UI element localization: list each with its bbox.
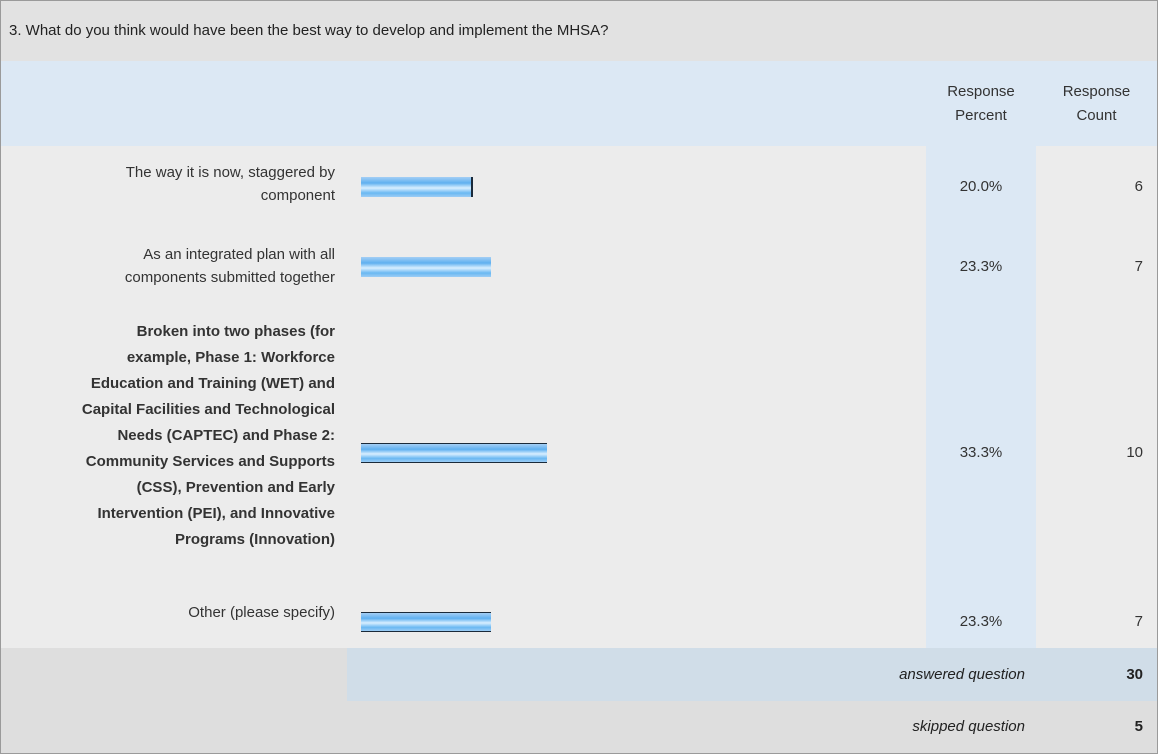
response-percent-value: 20.0% — [959, 178, 1003, 195]
response-percent-value: 33.3% — [959, 444, 1003, 461]
row-label-line: (CSS), Prevention and Early — [136, 479, 335, 496]
percent-column-band — [926, 146, 1036, 648]
row-label-line: Needs (CAPTEC) and Phase 2: — [117, 427, 335, 444]
answered-question-value: 30 — [1126, 666, 1143, 683]
response-percent-header-line2: Percent — [955, 106, 1007, 124]
answered-band — [347, 648, 1157, 701]
response-percent-header-line1: Response — [947, 82, 1015, 100]
response-bar — [361, 443, 548, 463]
row-label-line: component — [260, 187, 335, 204]
row-label-line: Programs (Innovation) — [174, 531, 335, 548]
row-label-line: Community Services and Supports — [85, 453, 335, 470]
response-percent-header: Response Percent — [926, 61, 1036, 146]
response-bar — [361, 257, 492, 277]
skipped-question-row: skipped question 5 — [1, 701, 1157, 753]
row-label-line: Intervention (PEI), and Innovative — [97, 505, 335, 522]
row-label-line: Broken into two phases (for — [136, 323, 335, 340]
response-count-value: 6 — [1134, 178, 1143, 195]
response-bar — [361, 177, 473, 197]
response-percent-value: 23.3% — [959, 613, 1003, 630]
row-label-line: example, Phase 1: Workforce — [126, 349, 335, 366]
response-bar — [361, 612, 492, 632]
row-label-line: Education and Training (WET) and — [90, 375, 335, 392]
row-label: Other (please specify) — [188, 601, 335, 624]
question-title: 3. What do you think would have been the… — [1, 1, 1157, 61]
skipped-question-value: 5 — [1134, 718, 1143, 735]
response-percent-value: 23.3% — [959, 258, 1003, 275]
row-label-line: Other (please specify) — [188, 604, 335, 621]
row-label-line: As an integrated plan with all — [143, 246, 335, 263]
response-count-value: 7 — [1134, 613, 1143, 630]
row-label: As an integrated plan with all components… — [125, 243, 335, 289]
skipped-question-label: skipped question — [912, 718, 1025, 735]
response-count-header: Response Count — [1036, 61, 1157, 146]
row-label-line: Capital Facilities and Technological — [81, 401, 335, 418]
table-header: Response Percent Response Count — [1, 61, 1157, 146]
answered-question-row: answered question 30 — [1, 648, 1157, 701]
row-label-line: components submitted together — [124, 269, 335, 286]
row-label: Broken into two phases (for example, Phas… — [82, 319, 335, 553]
answered-question-label: answered question — [899, 666, 1025, 683]
row-label-line: The way it is now, staggered by — [125, 164, 335, 181]
response-count-header-line1: Response — [1062, 82, 1131, 100]
response-count-value: 10 — [1126, 444, 1143, 461]
row-label: The way it is now, staggered by component — [126, 161, 335, 207]
response-count-value: 7 — [1134, 258, 1143, 275]
response-count-header-line2: Count — [1076, 106, 1117, 124]
